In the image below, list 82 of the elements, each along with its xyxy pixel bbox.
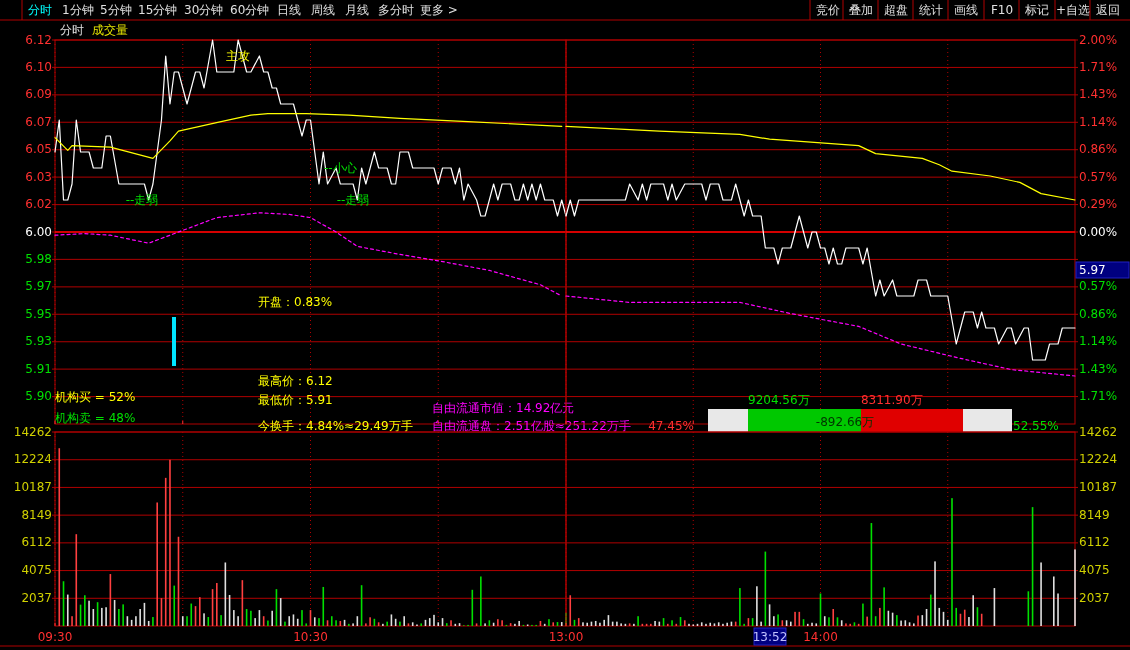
y2-tick-label: 1.71% (1079, 59, 1118, 74)
y-tick-label: 14262 (13, 424, 52, 439)
y-tick-label: 5.97 (25, 279, 52, 294)
y2-tick-label: 1.43% (1079, 361, 1118, 376)
y2-tick-label: 0.86% (1079, 142, 1118, 157)
y-tick-label: 14262 (1079, 424, 1118, 439)
y-tick-label: 2037 (1079, 590, 1110, 605)
x-tick-label: 10:30 (293, 629, 328, 644)
chart-title: 分时 (60, 22, 84, 37)
x-tick-label: 09:30 (37, 629, 73, 644)
text: 日线 (277, 2, 301, 17)
y2-tick-label: 1.14% (1079, 114, 1118, 129)
y2-tick-label: 0.00% (1079, 224, 1118, 239)
text: 13:52 (752, 629, 788, 644)
y2-tick-label: 0.57% (1079, 169, 1118, 184)
y-tick-label: 4075 (21, 563, 52, 578)
y-tick-label: 10187 (13, 479, 52, 494)
text: 15分钟 (138, 2, 178, 17)
text: 60分钟 (230, 2, 270, 17)
text: 更多 > (420, 2, 458, 17)
annotation: 今换手：4.84%≈29.49万手 (258, 418, 413, 433)
y-tick-label: 6.10 (25, 59, 52, 74)
y-tick-label: 8149 (1079, 507, 1110, 522)
annotation: --走弱 (336, 192, 370, 207)
text: 1分钟 (62, 2, 94, 17)
y-tick-label: 6.12 (25, 32, 52, 47)
y-tick-label: 6.00 (25, 224, 52, 239)
annotation: 47.45% (648, 418, 694, 433)
y-tick-label: 2037 (21, 590, 52, 605)
y-tick-label: 8149 (21, 507, 52, 522)
x-tick-label: 14:00 (803, 629, 838, 644)
text: 统计 (919, 2, 943, 17)
y2-tick-label: 0.86% (1079, 306, 1118, 321)
text: 多分时 (378, 2, 414, 17)
y-tick-label: 5.93 (25, 334, 52, 349)
y2-tick-label: 2.00% (1079, 32, 1118, 47)
y-tick-label: 5.98 (25, 251, 52, 266)
y-tick-label: 12224 (13, 452, 52, 467)
y2-tick-label: 0.29% (1079, 197, 1118, 212)
x-tick-label: 13:00 (548, 629, 584, 644)
annotation: 机构卖 = 48% (55, 410, 136, 425)
text: 竞价 (816, 2, 840, 17)
text: 标记 (1024, 2, 1049, 17)
y-tick-label: 12224 (1079, 452, 1118, 467)
y-tick-label: 6.05 (25, 142, 52, 157)
y-tick-label: 6.07 (25, 114, 52, 129)
y-tick-label: 5.91 (25, 361, 52, 376)
y-tick-label: 5.95 (25, 306, 52, 321)
y-tick-label: 4075 (1079, 563, 1110, 578)
text: 周线 (311, 2, 335, 17)
text: 超盘 (884, 2, 908, 17)
annotation: 自由流通市值：14.92亿元 (432, 400, 575, 415)
data-label: 9204.56万 (748, 392, 810, 407)
y-tick-label: 6112 (1079, 535, 1110, 550)
annotation: --小心 (323, 160, 357, 175)
y-tick-label: 6112 (21, 535, 52, 550)
annotation: 自由流通盘：2.51亿股≈251.22万手 (432, 418, 631, 433)
text: F10 (990, 2, 1014, 17)
y2-tick-label: 1.14% (1079, 334, 1118, 349)
annotation: 52.55% (1013, 418, 1059, 433)
y-tick-label: 6.09 (25, 87, 52, 102)
text: 叠加 (849, 2, 873, 17)
annotation: 最高价：6.12 (258, 373, 333, 388)
y-tick-label: 5.90 (25, 389, 52, 404)
text: 5分钟 (100, 2, 132, 17)
y2-tick-label: 1.71% (1079, 389, 1118, 404)
annotation: 开盘：0.83% (258, 294, 333, 309)
text: +自选 (1055, 2, 1091, 17)
text: 返回 (1096, 2, 1120, 17)
annotation: 最低价：5.91 (258, 392, 333, 407)
text: 画线 (954, 2, 978, 17)
text: 分时 (28, 2, 52, 17)
y2-tick-label: 0.57% (1079, 279, 1118, 294)
text: 月线 (345, 2, 369, 17)
y-tick-label: 6.02 (25, 197, 52, 212)
text: 成交量 (92, 22, 128, 37)
y-tick-label: 10187 (1079, 479, 1118, 494)
y2-tick-label: 1.43% (1079, 87, 1118, 102)
y-tick-label: 6.03 (25, 169, 52, 184)
data-label: 8311.90万 (860, 392, 923, 407)
annotation: --走弱 (125, 192, 159, 207)
text: 30分钟 (184, 2, 224, 17)
